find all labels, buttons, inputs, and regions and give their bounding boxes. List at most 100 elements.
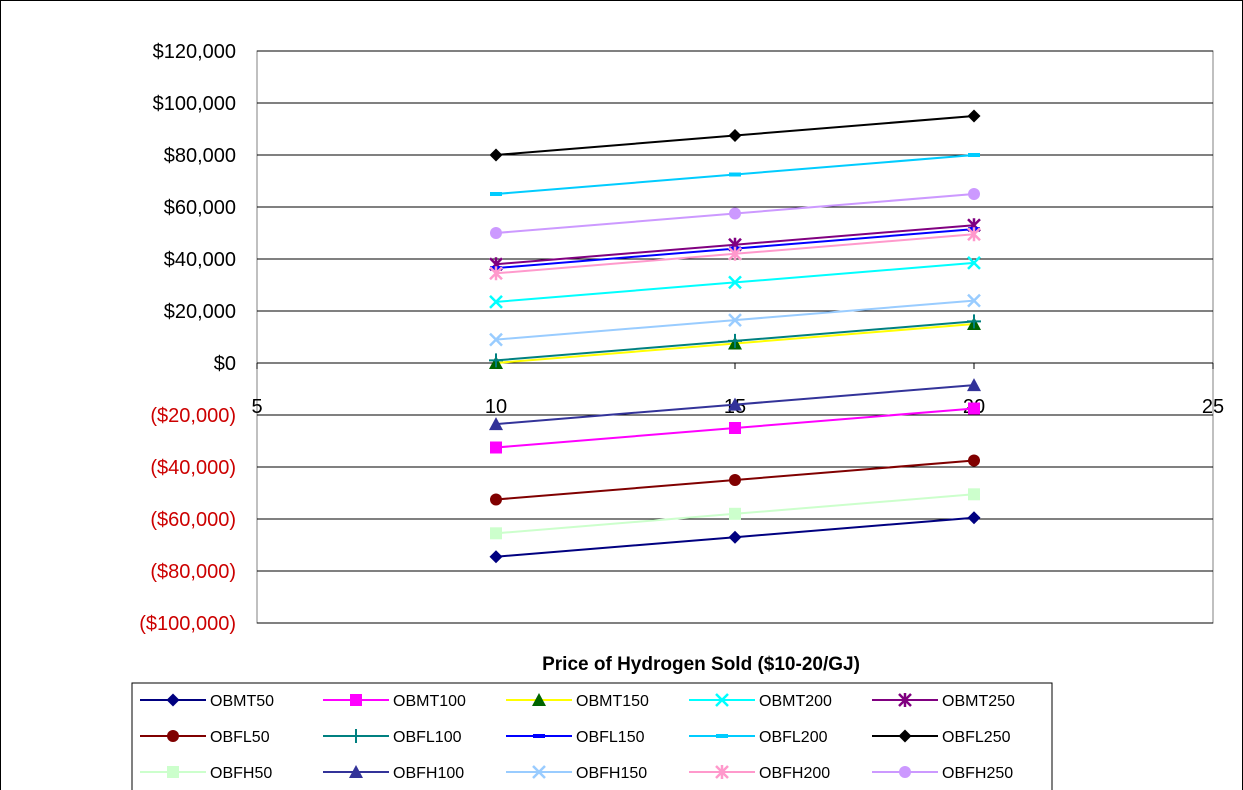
series-OBFH250	[490, 188, 980, 239]
data-point	[490, 441, 502, 454]
legend-swatch-marker	[349, 729, 363, 743]
legend-swatch-marker	[899, 766, 911, 778]
legend-swatch-marker	[532, 693, 546, 706]
data-point	[729, 474, 741, 486]
legend-label: OBFL50	[210, 729, 270, 746]
legend-swatch-marker	[167, 730, 179, 742]
series-OBFH50	[490, 488, 980, 540]
legend-label: OBMT100	[393, 693, 466, 710]
data-point	[490, 527, 502, 540]
data-point	[968, 454, 980, 467]
legend-label: OBFL150	[576, 729, 645, 746]
legend-swatch-marker	[898, 729, 912, 743]
legend-item-OBMT150: OBMT150	[506, 693, 649, 710]
data-point	[968, 153, 980, 157]
data-point	[967, 378, 981, 392]
y-tick-label: ($60,000)	[150, 509, 236, 531]
legend-label: OBMT200	[759, 693, 832, 710]
legend-item-OBFH250: OBFH250	[872, 765, 1013, 782]
data-point	[489, 353, 503, 368]
legend-item-OBMT50: OBMT50	[140, 693, 274, 710]
data-point	[968, 488, 980, 501]
data-point	[490, 227, 502, 239]
legend-swatch-marker	[532, 765, 546, 779]
data-point	[489, 266, 503, 281]
series-OBMT200	[489, 256, 981, 309]
data-point	[967, 109, 981, 123]
legend-item-OBFL100: OBFL100	[323, 729, 462, 746]
y-tick-label: $0	[214, 353, 236, 375]
data-point	[967, 293, 981, 308]
x-tick-label: 25	[1202, 396, 1224, 418]
legend-swatch-marker	[716, 734, 728, 738]
series-OBMT100	[490, 402, 980, 454]
y-tick-label: ($80,000)	[150, 561, 236, 583]
legend-item-OBFH100: OBFH100	[323, 765, 464, 782]
data-point	[729, 207, 741, 220]
series-OBFH150	[489, 293, 981, 347]
data-point	[967, 227, 981, 242]
data-point	[728, 397, 742, 411]
legend-item-OBFL250: OBFL250	[872, 729, 1011, 746]
data-point	[728, 530, 742, 544]
legend-item-OBMT250: OBMT250	[872, 693, 1015, 710]
data-point	[489, 295, 503, 309]
y-tick-label: $60,000	[164, 197, 236, 219]
y-tick-label: ($20,000)	[150, 405, 236, 427]
legend: OBMT50 OBMT100 OBMT150 OBMT200 OBMT250 OBFL50…	[140, 693, 1015, 782]
series-OBFL50	[490, 454, 980, 506]
data-point	[490, 192, 502, 196]
data-point	[728, 313, 742, 327]
y-tick-label: $100,000	[153, 93, 236, 115]
data-point	[728, 246, 742, 261]
y-tick-label: $40,000	[164, 249, 236, 271]
legend-item-OBFH150: OBFH150	[506, 765, 647, 782]
data-point	[489, 417, 503, 431]
data-point	[967, 256, 981, 270]
series-OBFH100	[489, 378, 981, 431]
x-axis-title: Price of Hydrogen Sold ($10-20/GJ)	[542, 654, 860, 675]
series-group	[489, 109, 981, 564]
legend-swatch-marker	[898, 693, 912, 707]
legend-label: OBFH250	[942, 765, 1013, 782]
legend-swatch-marker	[349, 765, 363, 778]
legend-label: OBFH100	[393, 765, 464, 782]
legend-swatch-marker	[715, 765, 729, 779]
data-point	[728, 333, 742, 348]
legend-item-OBMT200: OBMT200	[689, 693, 832, 710]
data-point	[489, 332, 503, 347]
y-tick-label: ($40,000)	[150, 457, 236, 479]
legend-label: OBMT150	[576, 693, 649, 710]
data-point	[968, 402, 980, 415]
legend-label: OBFL250	[942, 729, 1011, 746]
legend-label: OBFL200	[759, 729, 828, 746]
data-point	[729, 507, 741, 520]
legend-item-OBFL150: OBFL150	[506, 729, 645, 746]
legend-item-OBFL200: OBFL200	[689, 729, 828, 746]
x-tick-label: 5	[251, 396, 262, 418]
legend-swatch-marker	[715, 693, 729, 707]
data-point	[967, 314, 981, 329]
y-tick-label: $80,000	[164, 145, 236, 167]
legend-label: OBFH150	[576, 765, 647, 782]
data-point	[489, 148, 503, 162]
legend-item-OBMT100: OBMT100	[323, 693, 466, 710]
series-OBFH200	[489, 227, 981, 281]
data-point	[967, 511, 981, 525]
data-point	[490, 493, 502, 506]
data-point	[729, 172, 741, 177]
series-OBFL250	[489, 109, 981, 162]
data-point	[489, 550, 503, 564]
data-point	[728, 129, 742, 142]
series-OBFL200	[490, 153, 980, 196]
y-axis: $120,000 $100,000 $80,000 $60,000 $40,000 $20…	[139, 41, 236, 635]
legend-label: OBMT250	[942, 693, 1015, 710]
data-point	[728, 275, 742, 290]
legend-swatch-marker	[167, 766, 179, 778]
y-tick-label: ($100,000)	[139, 613, 236, 635]
y-tick-label: $20,000	[164, 301, 236, 323]
legend-label: OBFH200	[759, 765, 830, 782]
data-point	[729, 422, 741, 434]
legend-item-OBFH50: OBFH50	[140, 765, 272, 782]
